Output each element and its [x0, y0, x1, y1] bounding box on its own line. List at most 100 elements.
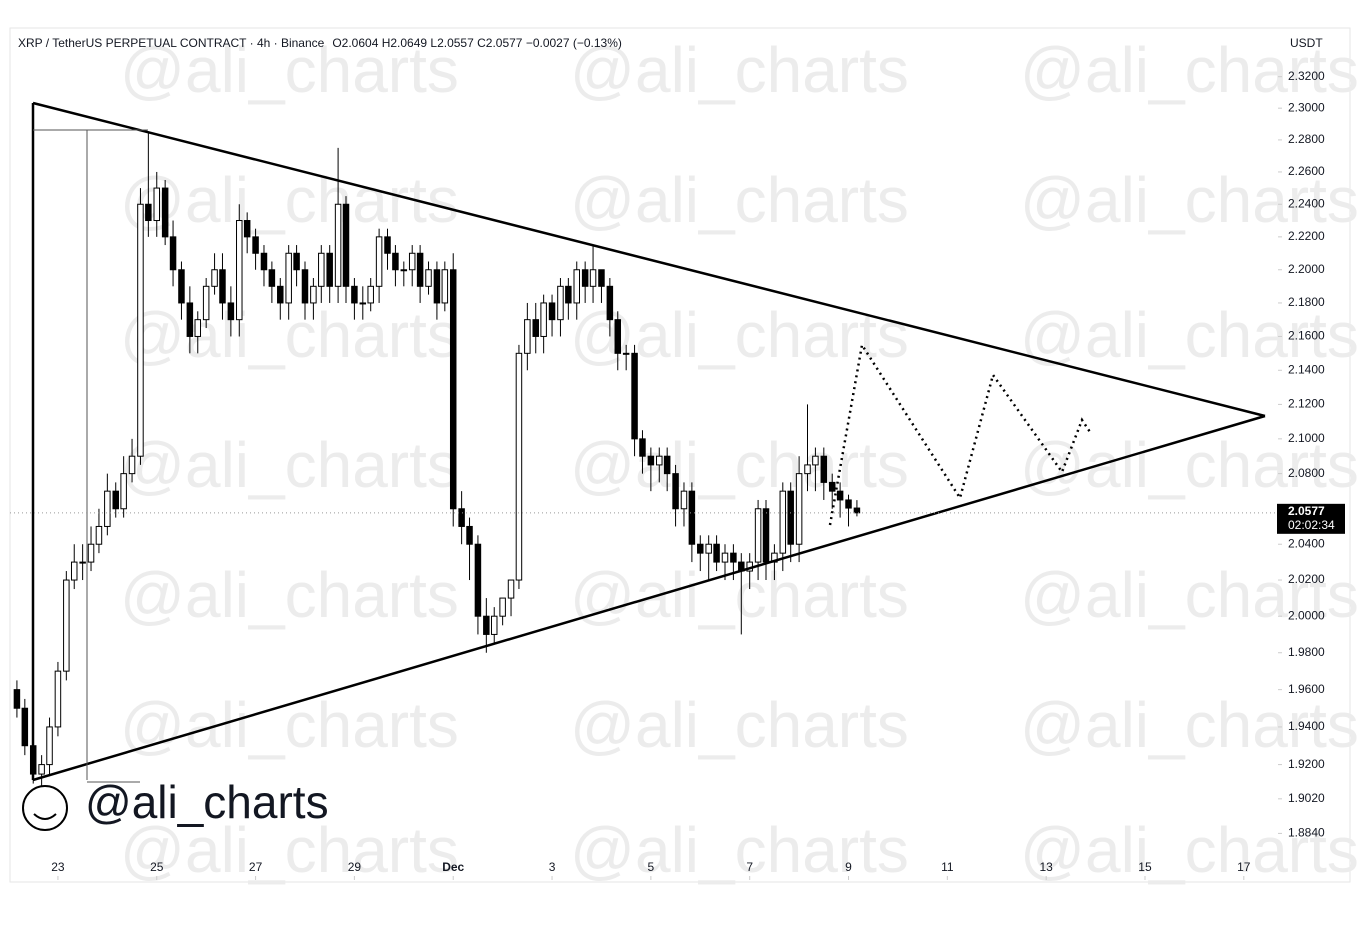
x-tick-label: 17: [1237, 860, 1251, 874]
candle-body: [524, 319, 531, 354]
candle-body: [236, 220, 243, 321]
y-tick-label: 1.8840: [1288, 826, 1325, 840]
candle-body: [754, 508, 762, 563]
candle-body: [779, 490, 787, 554]
candle-body: [351, 285, 358, 304]
watermark: @ali_charts: [1020, 689, 1359, 761]
candle-body: [787, 490, 794, 545]
x-tick-label: 27: [249, 860, 263, 874]
y-tick-label: 1.9200: [1288, 757, 1325, 771]
candle-body: [557, 285, 564, 321]
projection-path: [828, 341, 1092, 526]
chart-frame: [9, 27, 1351, 883]
candle-body: [104, 490, 111, 527]
candle-body: [614, 319, 622, 354]
last-price-box: [1277, 503, 1345, 534]
candle-body: [565, 285, 572, 304]
candle-body: [449, 269, 457, 510]
candle-body: [606, 285, 614, 321]
watermark: @ali_charts: [120, 164, 459, 236]
candle-body: [161, 187, 169, 238]
candle-body: [243, 220, 251, 238]
candle-body: [46, 726, 53, 766]
last-price-label: 2.0577: [1288, 504, 1325, 518]
measure: [33, 129, 148, 783]
candle-body: [202, 285, 210, 321]
candle-body: [705, 543, 712, 554]
y-tick-label: 2.2200: [1288, 229, 1325, 243]
candle-body: [697, 543, 704, 554]
candle-body: [137, 203, 144, 457]
watermark: @ali_charts: [1020, 34, 1359, 106]
candle-body: [186, 302, 194, 337]
y-tick-label: 2.1400: [1288, 362, 1325, 376]
candle-body: [762, 508, 770, 563]
candle-body: [713, 543, 720, 563]
candle-body: [474, 543, 482, 617]
candle-body: [277, 285, 284, 304]
watermark: @ali_charts: [120, 814, 459, 886]
watermark: @ali_charts: [570, 429, 909, 501]
x-tick-label: 7: [746, 860, 753, 874]
candle-body: [639, 438, 646, 457]
x-tick-label: 23: [51, 860, 65, 874]
candle-body: [548, 302, 556, 321]
x-tick-label: 13: [1039, 860, 1053, 874]
candle-body: [515, 352, 523, 581]
candle-body: [836, 490, 844, 501]
candle-body: [384, 236, 391, 254]
watermark: @ali_charts: [1020, 559, 1359, 631]
y-tick-label: 2.0200: [1288, 572, 1325, 586]
candle-body: [318, 252, 325, 287]
candle-body: [598, 269, 605, 287]
candle-body: [169, 236, 177, 271]
candle-body: [688, 490, 696, 545]
candle-body: [153, 187, 161, 222]
candle-body: [483, 615, 490, 635]
candle-body: [21, 707, 29, 747]
candle-body: [38, 764, 45, 775]
candle-body: [54, 670, 62, 728]
logo: @ali_charts: [22, 776, 329, 831]
countdown-label: 02:02:34: [1288, 518, 1335, 532]
watermark: @ali_charts: [120, 299, 459, 371]
x-tick-label: 11: [941, 860, 954, 874]
y-tick-label: 2.0000: [1288, 608, 1325, 622]
candle-body: [392, 252, 399, 271]
candle-body: [79, 561, 86, 564]
candle-body: [458, 508, 465, 527]
y-tick-label: 2.1800: [1288, 295, 1325, 309]
candle-body: [367, 285, 374, 304]
candle-body: [260, 252, 268, 271]
lower-trendline: [32, 414, 1266, 782]
candle-body: [672, 473, 679, 510]
candle-body: [680, 490, 688, 510]
y-tick-label: 1.9600: [1288, 682, 1325, 696]
watermark: @ali_charts: [120, 559, 459, 631]
candle-body: [499, 597, 506, 617]
candle-body: [375, 236, 383, 287]
candle-body: [112, 490, 119, 510]
candle-body: [285, 252, 292, 304]
watermark: @ali_charts: [570, 164, 909, 236]
candle-body: [13, 689, 21, 709]
watermarks: @ali_charts @ali_charts @ali_charts @ali_ch…: [120, 34, 1359, 886]
logo-mouth: [33, 813, 57, 820]
candle-body: [853, 507, 861, 514]
watermark: @ali_charts: [570, 34, 909, 106]
candle-body: [581, 269, 589, 287]
chart-title: XRP / TetherUS PERPETUAL CONTRACT · 4h ·…: [18, 36, 622, 50]
y-tick-label: 2.2800: [1288, 132, 1325, 146]
logo-face: [22, 785, 68, 831]
watermark: @ali_charts: [120, 34, 459, 106]
candle-body: [128, 455, 136, 475]
candle-body: [663, 455, 671, 475]
candle-body: [400, 269, 408, 272]
candle-body: [795, 473, 803, 545]
candle-body: [194, 319, 202, 337]
y-tick-label: 2.1000: [1288, 431, 1325, 445]
candle-body: [812, 455, 819, 466]
watermark: @ali_charts: [1020, 429, 1359, 501]
